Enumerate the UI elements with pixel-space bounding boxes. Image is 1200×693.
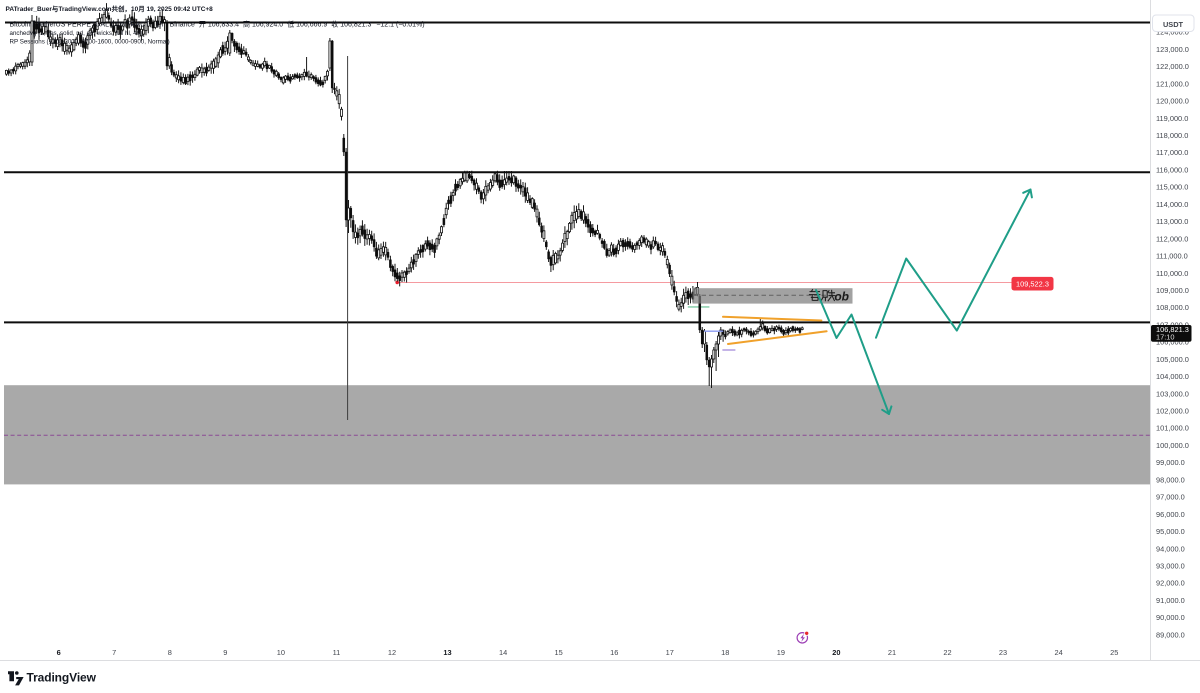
svg-text:111,000.0: 111,000.0	[1156, 252, 1188, 261]
svg-text:96,000.0: 96,000.0	[1156, 510, 1185, 519]
svg-text:10: 10	[277, 648, 285, 657]
svg-text:PATrader_Buer与TradingView.com共: PATrader_Buer与TradingView.com共创，10月 19, …	[6, 4, 214, 13]
svg-text:109,522.3: 109,522.3	[1016, 280, 1049, 289]
svg-text:19: 19	[777, 648, 785, 657]
svg-text:118,000.0: 118,000.0	[1156, 131, 1188, 140]
svg-text:15: 15	[554, 648, 562, 657]
svg-text:RP Sessions (1200-2000, 0700-1: RP Sessions (1200-2000, 0700-1600, 0000-…	[10, 39, 170, 46]
svg-text:12: 12	[388, 648, 396, 657]
svg-text:114,000.0: 114,000.0	[1156, 200, 1188, 209]
svg-text:13: 13	[443, 648, 451, 657]
svg-text:112,000.0: 112,000.0	[1156, 234, 1188, 243]
svg-text:6: 6	[57, 648, 61, 657]
svg-text:110,000.0: 110,000.0	[1156, 269, 1188, 278]
svg-text:117,000.0: 117,000.0	[1156, 148, 1188, 157]
svg-text:7: 7	[112, 648, 116, 657]
svg-text:106,821.3: 106,821.3	[1156, 325, 1189, 334]
svg-text:24: 24	[1054, 648, 1062, 657]
svg-text:20: 20	[832, 648, 840, 657]
svg-text:106,000.0: 106,000.0	[1156, 338, 1189, 347]
svg-text:ob: ob	[834, 289, 849, 303]
svg-text:97,000.0: 97,000.0	[1156, 493, 1185, 502]
svg-text:103,000.0: 103,000.0	[1156, 389, 1189, 398]
svg-text:109,000.0: 109,000.0	[1156, 286, 1189, 295]
svg-text:90,000.0: 90,000.0	[1156, 613, 1185, 622]
svg-text:119,000.0: 119,000.0	[1156, 114, 1188, 123]
svg-text:104,000.0: 104,000.0	[1156, 372, 1189, 381]
svg-text:16: 16	[610, 648, 618, 657]
svg-text:107,000.0: 107,000.0	[1156, 320, 1189, 329]
svg-text:113,000.0: 113,000.0	[1156, 217, 1188, 226]
svg-text:25: 25	[1110, 648, 1118, 657]
svg-text:121,000.0: 121,000.0	[1156, 79, 1189, 88]
svg-text:23: 23	[999, 648, 1007, 657]
svg-text:95,000.0: 95,000.0	[1156, 527, 1185, 536]
svg-text:92,000.0: 92,000.0	[1156, 579, 1185, 588]
svg-text:100,000.0: 100,000.0	[1156, 441, 1189, 450]
svg-text:99,000.0: 99,000.0	[1156, 458, 1185, 467]
svg-text:14: 14	[499, 648, 507, 657]
svg-text:115,000.0: 115,000.0	[1156, 183, 1188, 192]
svg-text:102,000.0: 102,000.0	[1156, 407, 1189, 416]
svg-text:anchedvg (1, yes, solid, nd, a: anchedvg (1, yes, solid, nd, ad, wicks, …	[10, 30, 143, 37]
svg-text:94,000.0: 94,000.0	[1156, 544, 1185, 553]
svg-text:124,000.0: 124,000.0	[1156, 28, 1189, 37]
svg-text:USDT: USDT	[1163, 20, 1184, 29]
svg-text:123,000.0: 123,000.0	[1156, 45, 1189, 54]
svg-text:101,000.0: 101,000.0	[1156, 424, 1189, 433]
svg-text:11: 11	[333, 648, 341, 657]
svg-text:17: 17	[666, 648, 674, 657]
svg-text:108,000.0: 108,000.0	[1156, 303, 1189, 312]
svg-text:98,000.0: 98,000.0	[1156, 475, 1185, 484]
svg-text:122,000.0: 122,000.0	[1156, 62, 1189, 71]
svg-text:89,000.0: 89,000.0	[1156, 630, 1185, 639]
svg-text:17:10: 17:10	[1156, 333, 1175, 342]
svg-text:TradingView: TradingView	[27, 671, 97, 685]
svg-text:21: 21	[888, 648, 896, 657]
svg-text:91,000.0: 91,000.0	[1156, 596, 1185, 605]
svg-text:Bitcoin / TetherUS PERPETUAL C: Bitcoin / TetherUS PERPETUAL CONTRACT · …	[10, 19, 425, 28]
svg-text:120,000.0: 120,000.0	[1156, 97, 1189, 106]
svg-text:105,000.0: 105,000.0	[1156, 355, 1189, 364]
svg-text:18: 18	[721, 648, 729, 657]
svg-text:116,000.0: 116,000.0	[1156, 165, 1188, 174]
svg-text:93,000.0: 93,000.0	[1156, 562, 1185, 571]
svg-text:8: 8	[168, 648, 172, 657]
svg-text:9: 9	[223, 648, 227, 657]
svg-text:22: 22	[943, 648, 951, 657]
